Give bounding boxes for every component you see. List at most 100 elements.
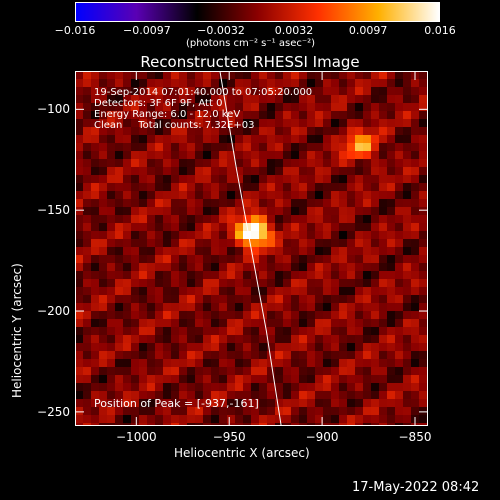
heatmap-cell — [387, 127, 396, 136]
heatmap-cell — [211, 375, 220, 384]
heatmap-cell — [243, 383, 252, 392]
heatmap-cell — [315, 143, 324, 152]
heatmap-cell — [83, 87, 92, 96]
heatmap-cell — [315, 239, 324, 248]
heatmap-cell — [91, 207, 100, 216]
heatmap-cell — [131, 383, 140, 392]
heatmap-cell — [355, 175, 364, 184]
heatmap-cell — [355, 191, 364, 200]
heatmap-cell — [75, 335, 84, 344]
heatmap-cell — [219, 191, 228, 200]
heatmap-cell — [379, 319, 388, 328]
heatmap-cell — [187, 359, 196, 368]
heatmap-cell — [99, 359, 108, 368]
heatmap-cell — [75, 143, 84, 152]
heatmap-cell — [75, 375, 84, 384]
heatmap-cell — [387, 367, 396, 376]
heatmap-cell — [187, 223, 196, 232]
heatmap-cell — [179, 119, 188, 128]
heatmap-cell — [163, 303, 172, 312]
heatmap-cell — [251, 271, 260, 280]
heatmap-cell — [347, 135, 356, 144]
heatmap-cell — [171, 71, 180, 80]
solar-limb-line — [219, 71, 282, 426]
heatmap-cell — [187, 87, 196, 96]
heatmap-cell — [131, 199, 140, 208]
heatmap-cell — [371, 143, 380, 152]
heatmap-cell — [227, 263, 236, 272]
heatmap-cell — [115, 407, 124, 416]
heatmap-cell — [139, 167, 148, 176]
heatmap-cell — [91, 135, 100, 144]
heatmap-cell — [171, 359, 180, 368]
heatmap-cell — [83, 111, 92, 120]
heatmap-cell — [379, 207, 388, 216]
heatmap-cell — [387, 191, 396, 200]
heatmap-cell — [123, 167, 132, 176]
heatmap-cell — [115, 95, 124, 104]
heatmap-cell — [299, 359, 308, 368]
heatmap-cell — [243, 175, 252, 184]
heatmap-cell — [203, 143, 212, 152]
heatmap-cell — [403, 71, 412, 80]
heatmap-cell — [171, 295, 180, 304]
heatmap-cell — [147, 175, 156, 184]
heatmap-cell — [147, 303, 156, 312]
heatmap-cell — [347, 407, 356, 416]
heatmap-cell — [131, 247, 140, 256]
heatmap-cell — [115, 279, 124, 288]
heatmap-cell — [347, 215, 356, 224]
heatmap-cell — [323, 287, 332, 296]
heatmap-cell — [291, 231, 300, 240]
heatmap-cell — [171, 375, 180, 384]
heatmap-cell — [275, 343, 284, 352]
heatmap-cell — [403, 231, 412, 240]
heatmap-cell — [83, 175, 92, 184]
heatmap-cell — [379, 375, 388, 384]
heatmap-cell — [155, 279, 164, 288]
heatmap-cell — [219, 127, 228, 136]
heatmap-cell — [403, 295, 412, 304]
heatmap-cell — [299, 375, 308, 384]
heatmap-cell — [283, 71, 292, 80]
heatmap-cell — [139, 343, 148, 352]
heatmap-cell — [235, 407, 244, 416]
heatmap-cell — [419, 95, 428, 104]
heatmap-cell — [411, 327, 420, 336]
heatmap-cell — [203, 207, 212, 216]
heatmap-cell — [251, 391, 260, 400]
heatmap-cell — [371, 215, 380, 224]
heatmap-cell — [323, 359, 332, 368]
heatmap-cell — [131, 183, 140, 192]
heatmap-cell — [283, 191, 292, 200]
heatmap-cell — [307, 71, 316, 80]
heatmap-cell — [371, 175, 380, 184]
heatmap-cell — [171, 223, 180, 232]
heatmap-cell — [163, 271, 172, 280]
heatmap-cell — [123, 79, 132, 88]
heatmap-cell — [307, 111, 316, 120]
heatmap-cell — [307, 287, 316, 296]
heatmap-cell — [75, 319, 84, 328]
heatmap-cell — [99, 151, 108, 160]
heatmap-cell — [139, 223, 148, 232]
heatmap-cell — [299, 199, 308, 208]
heatmap-cell — [203, 159, 212, 168]
heatmap-cell — [283, 407, 292, 416]
heatmap-cell — [331, 367, 340, 376]
heatmap-cell — [163, 311, 172, 320]
heatmap-cell — [267, 87, 276, 96]
heatmap-cell — [203, 311, 212, 320]
heatmap-cell — [403, 87, 412, 96]
heatmap-cell — [363, 383, 372, 392]
heatmap-cell — [227, 167, 236, 176]
heatmap-cell — [83, 263, 92, 272]
heatmap-cell — [235, 279, 244, 288]
heatmap-cell — [315, 231, 324, 240]
heatmap-cell — [267, 151, 276, 160]
heatmap-cell — [259, 167, 268, 176]
heatmap-cell — [251, 255, 260, 264]
heatmap-cell — [163, 239, 172, 248]
heatmap-cell — [75, 127, 84, 136]
heatmap-cell — [307, 391, 316, 400]
